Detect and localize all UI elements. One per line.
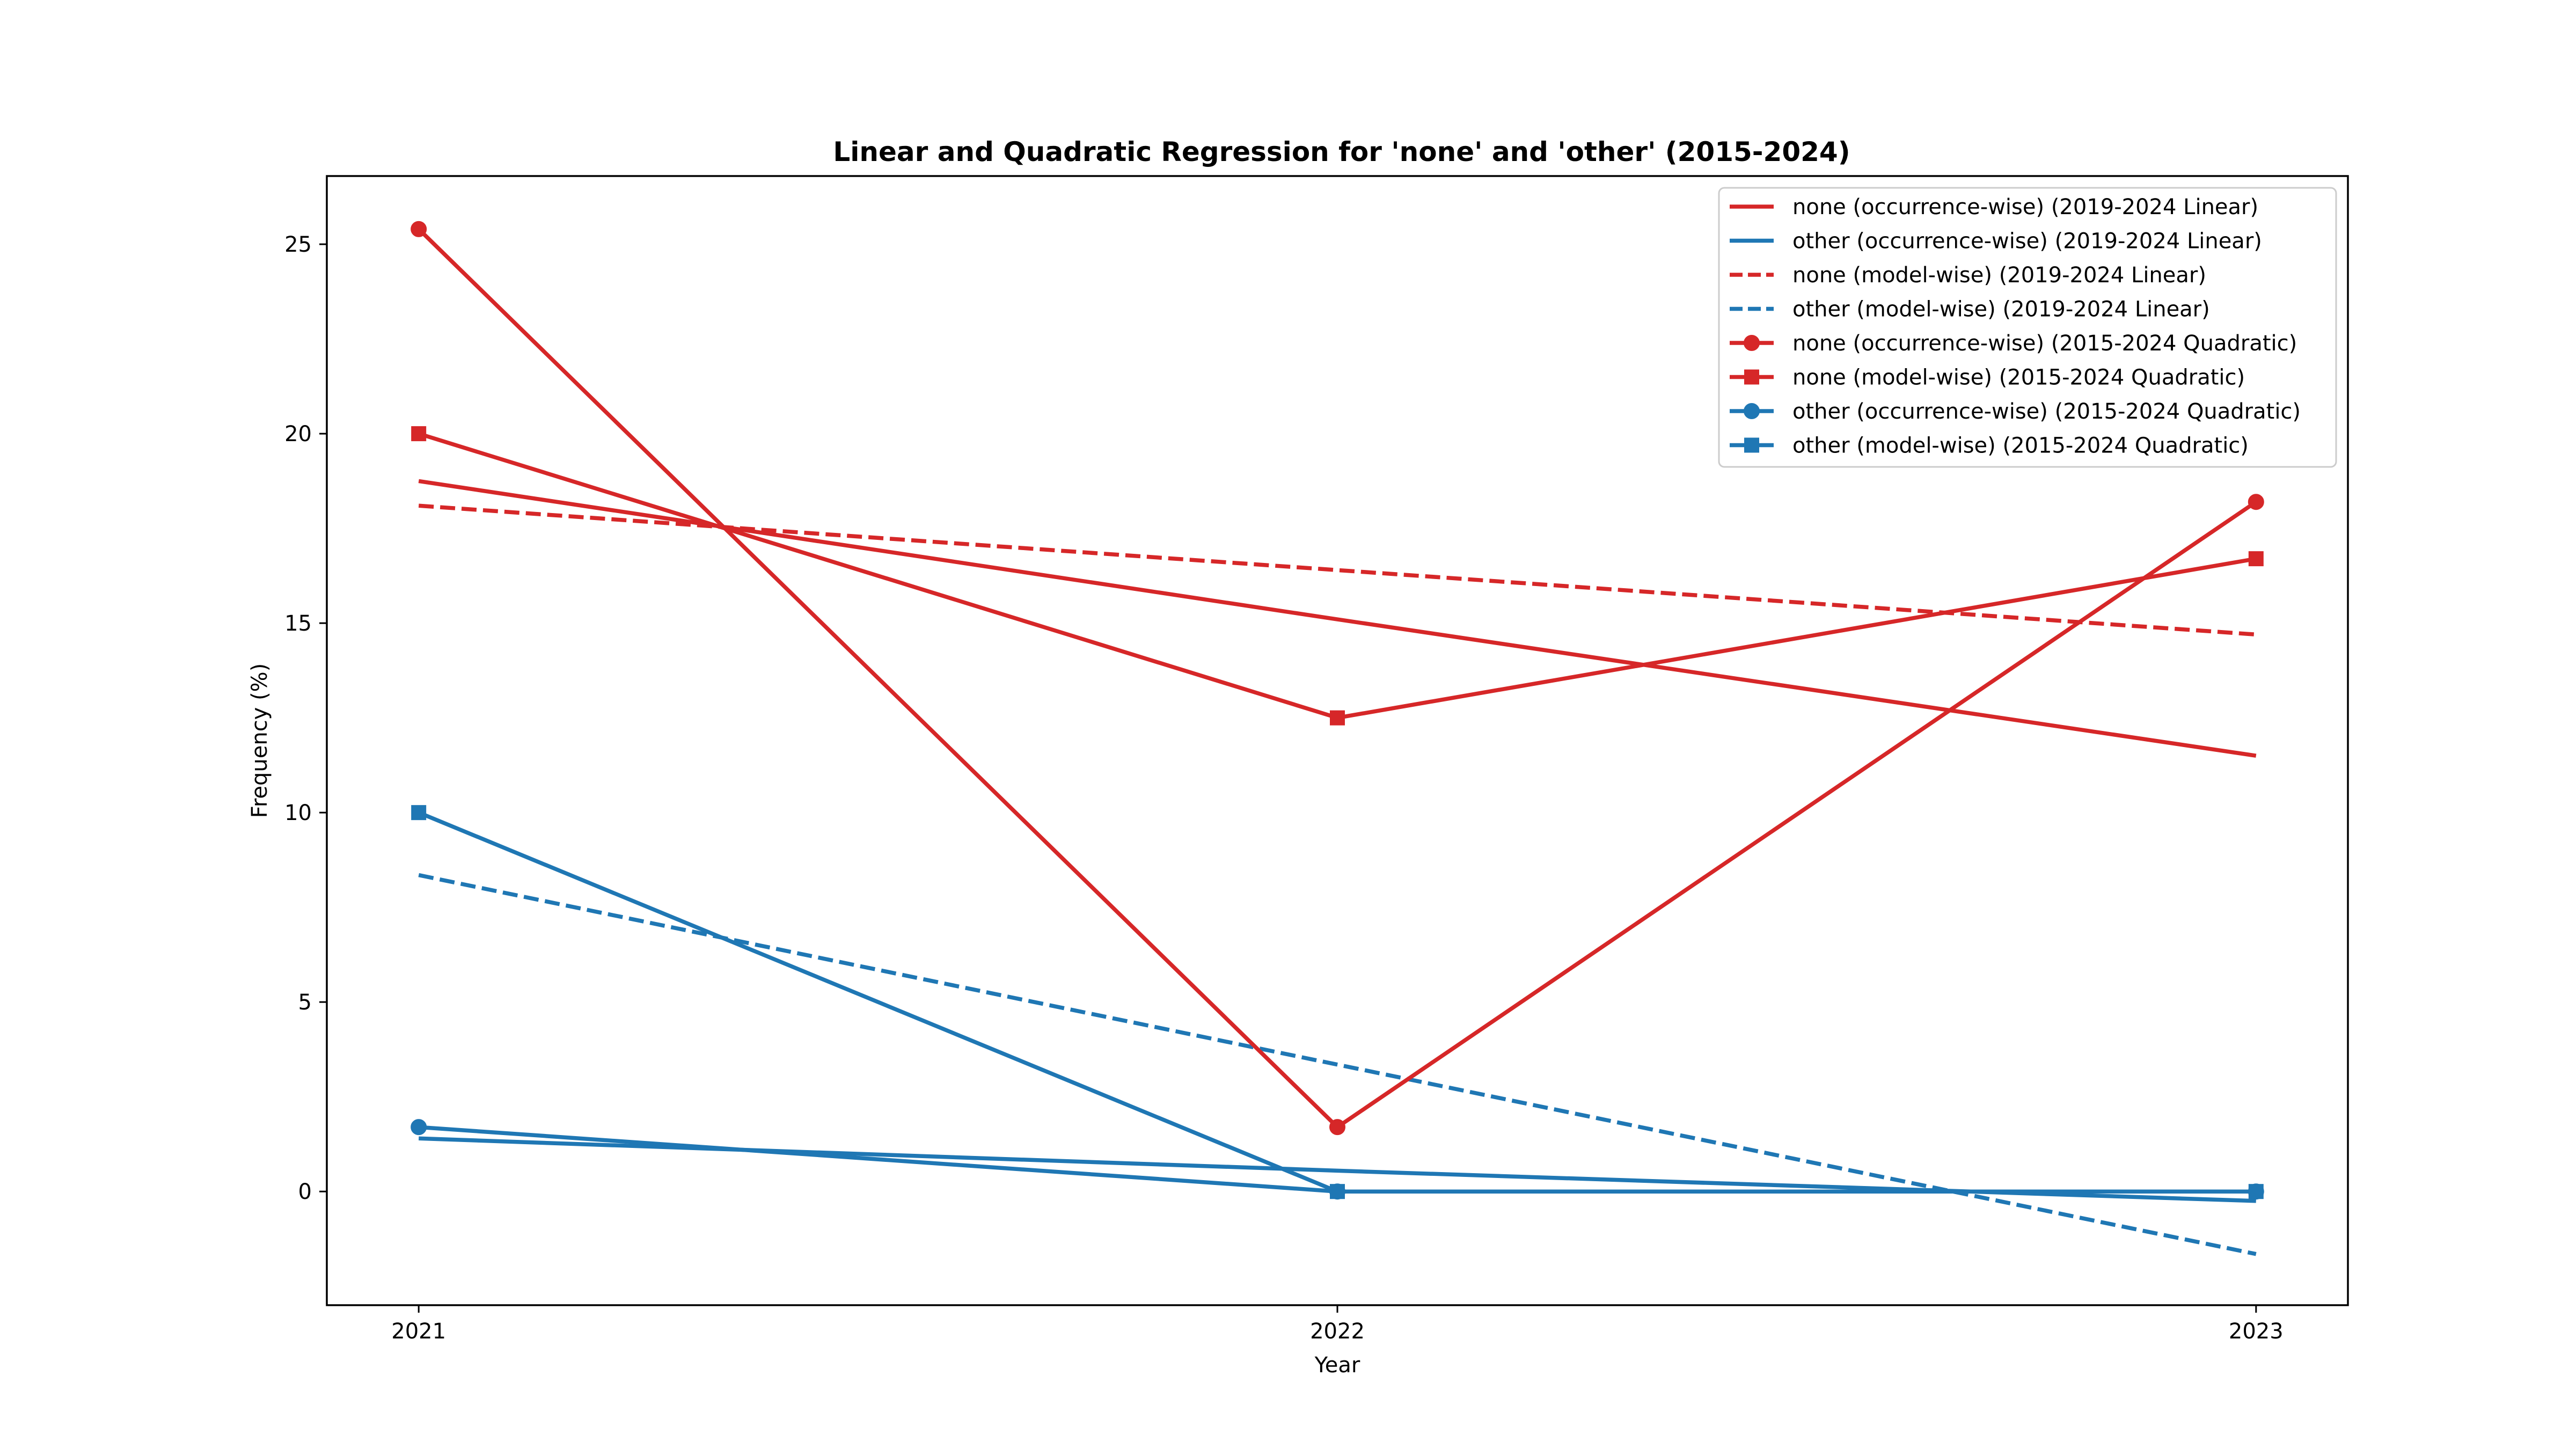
x-tick-label: 2022: [1310, 1319, 1365, 1344]
y-tick-label: 5: [298, 990, 312, 1015]
legend-label: none (occurrence-wise) (2019-2024 Linear…: [1792, 195, 2258, 219]
legend-label: other (model-wise) (2019-2024 Linear): [1792, 297, 2210, 322]
y-axis-label: Frequency (%): [247, 663, 272, 818]
y-tick-label: 20: [284, 422, 312, 447]
legend-item: none (model-wise) (2019-2024 Linear): [1730, 263, 2206, 288]
legend-item: none (occurrence-wise) (2019-2024 Linear…: [1730, 195, 2258, 219]
legend-item: none (occurrence-wise) (2015-2024 Quadra…: [1730, 331, 2297, 356]
legend-item: other (model-wise) (2019-2024 Linear): [1730, 297, 2210, 322]
legend-item: other (occurrence-wise) (2015-2024 Quadr…: [1730, 399, 2301, 424]
x-tick-label: 2021: [391, 1319, 446, 1344]
data-point-series-6: [2248, 551, 2264, 567]
legend-label: other (occurrence-wise) (2015-2024 Quadr…: [1792, 399, 2301, 424]
data-point-series-5: [2248, 494, 2264, 510]
legend-frame: [1718, 187, 2337, 468]
y-tick-label: 0: [298, 1180, 312, 1204]
legend-marker-swatch: [1744, 335, 1760, 351]
x-axis-label: Year: [1314, 1353, 1360, 1378]
data-point-series-6: [1330, 710, 1345, 726]
legend-label: other (model-wise) (2015-2024 Quadratic): [1792, 434, 2249, 458]
axis-ticks: 2021 2022 2023 0 5 10 15 20 25: [284, 232, 2284, 1344]
legend-label: none (model-wise) (2019-2024 Linear): [1792, 263, 2206, 288]
legend-marker-swatch: [1744, 437, 1759, 453]
data-point-series-5: [1329, 1119, 1345, 1136]
plot-area-frame: [326, 175, 2349, 1306]
data-point-series-7: [411, 1119, 427, 1136]
chart-legend: none (occurrence-wise) (2019-2024 Linear…: [1718, 187, 2337, 468]
data-point-series-8: [411, 805, 427, 821]
plot-markers: [411, 221, 2264, 1200]
legend-item: none (model-wise) (2015-2024 Quadratic): [1730, 365, 2245, 390]
legend-label: none (model-wise) (2015-2024 Quadratic): [1792, 365, 2245, 390]
data-point-series-5: [411, 221, 427, 237]
chart-title: Linear and Quadratic Regression for 'non…: [833, 136, 1850, 167]
y-tick-label: 10: [284, 801, 312, 825]
data-point-series-8: [1330, 1184, 1345, 1199]
legend-label: none (occurrence-wise) (2015-2024 Quadra…: [1792, 331, 2297, 356]
data-point-series-6: [411, 426, 427, 442]
legend-item: other (model-wise) (2015-2024 Quadratic): [1730, 434, 2249, 458]
legend-label: other (occurrence-wise) (2019-2024 Linea…: [1792, 229, 2262, 254]
y-tick-label: 15: [284, 611, 312, 636]
y-tick-label: 25: [284, 232, 312, 257]
legend-item: other (occurrence-wise) (2019-2024 Linea…: [1730, 229, 2262, 254]
legend-marker-swatch: [1744, 403, 1760, 419]
data-point-series-8: [2248, 1184, 2264, 1199]
x-tick-label: 2023: [2229, 1319, 2284, 1344]
legend-marker-swatch: [1744, 369, 1759, 385]
